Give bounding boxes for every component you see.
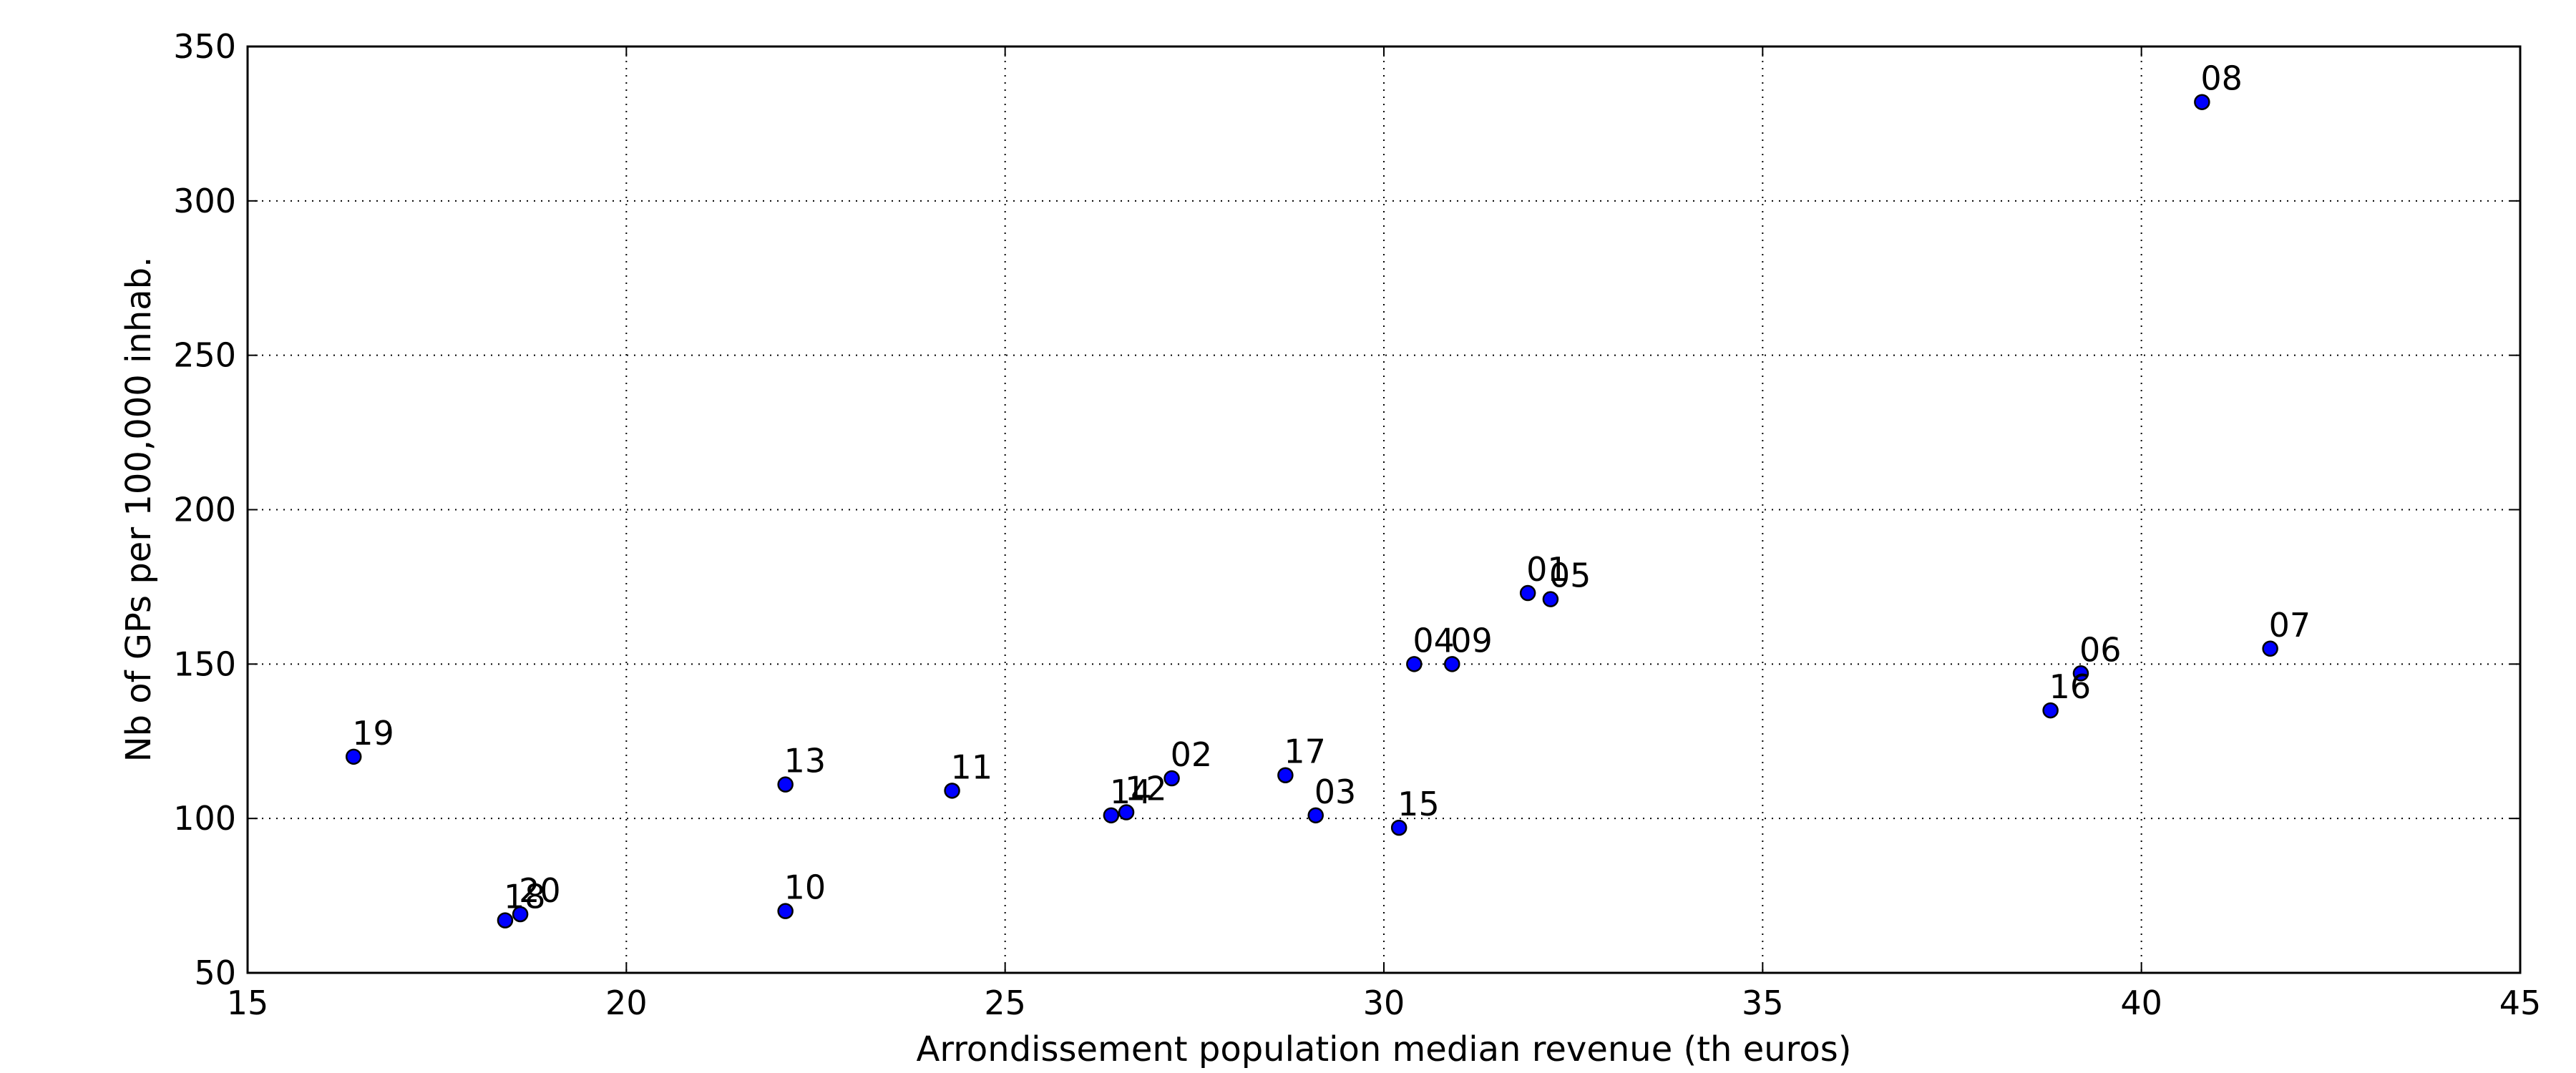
data-point-09 [1444, 656, 1460, 672]
data-point-02 [1163, 770, 1180, 787]
data-point-11 [944, 783, 960, 799]
point-label-10: 10 [784, 868, 826, 907]
point-label-11: 11 [951, 748, 993, 786]
x-tick-label: 20 [605, 984, 648, 1022]
x-axis-label: Arrondissement population median revenue… [917, 1029, 1852, 1069]
data-point-12 [1118, 804, 1135, 820]
point-label-16: 16 [2049, 667, 2092, 706]
y-tick-label: 50 [194, 954, 236, 992]
point-label-17: 17 [1284, 733, 1326, 771]
data-point-10 [777, 903, 794, 919]
data-point-06 [2072, 665, 2089, 682]
point-label-03: 03 [1314, 773, 1357, 811]
data-point-20 [512, 906, 529, 923]
data-point-01 [1519, 584, 1536, 602]
x-tick-label: 15 [227, 984, 269, 1022]
point-label-08: 08 [2200, 59, 2243, 98]
point-label-07: 07 [2269, 606, 2311, 645]
x-tick-label: 25 [984, 984, 1026, 1022]
x-tick-label: 40 [2120, 984, 2162, 1022]
point-label-06: 06 [2079, 630, 2122, 669]
data-point-08 [2194, 94, 2210, 110]
point-label-01: 01 [1526, 550, 1568, 589]
point-label-20: 20 [519, 871, 561, 910]
data-point-16 [2042, 702, 2059, 719]
y-tick-label: 300 [173, 182, 236, 220]
y-tick-label: 150 [173, 645, 236, 683]
x-tick-label: 30 [1363, 984, 1405, 1022]
data-point-07 [2262, 640, 2278, 657]
y-axis-label: Nb of GPs per 100,000 inhab. [119, 257, 159, 763]
x-tick-label: 45 [2499, 984, 2542, 1022]
y-tick-label: 250 [173, 336, 236, 375]
point-label-14: 14 [1110, 773, 1152, 811]
y-tick-label: 200 [173, 491, 236, 529]
point-label-05: 05 [1549, 557, 1591, 595]
y-tick-label: 100 [173, 799, 236, 838]
point-label-15: 15 [1397, 785, 1440, 823]
y-tick-label: 350 [173, 27, 236, 66]
data-point-18 [497, 912, 514, 929]
point-label-02: 02 [1171, 735, 1213, 774]
data-point-14 [1103, 807, 1120, 824]
data-point-05 [1542, 591, 1559, 607]
x-tick-label: 35 [1742, 984, 1784, 1022]
point-label-19: 19 [352, 714, 394, 753]
data-point-17 [1277, 767, 1294, 783]
data-point-19 [345, 748, 362, 765]
data-point-15 [1390, 819, 1407, 836]
point-label-09: 09 [1450, 621, 1493, 660]
data-point-03 [1307, 807, 1324, 824]
point-label-04: 04 [1413, 621, 1455, 660]
data-point-04 [1406, 656, 1423, 672]
grid-lines [248, 46, 2520, 973]
point-label-13: 13 [784, 742, 826, 780]
plot-frame [246, 45, 2522, 974]
data-point-13 [777, 776, 794, 793]
tick-labels: 15 20 25 30 35 40 45 50 100 150 200 250 300 350 [173, 27, 2541, 1022]
point-label-12: 12 [1125, 770, 1167, 808]
